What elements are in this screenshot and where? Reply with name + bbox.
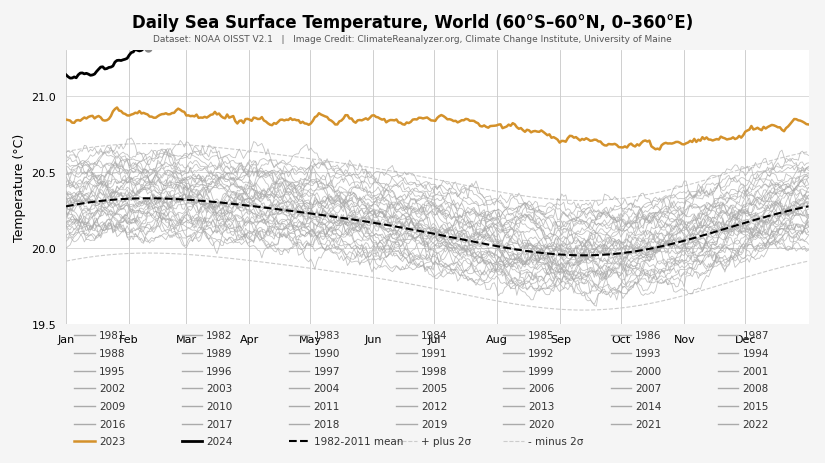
Text: 1991: 1991 <box>421 348 447 358</box>
Text: 1988: 1988 <box>99 348 125 358</box>
Text: 2019: 2019 <box>421 419 447 429</box>
Text: 1982-2011 mean: 1982-2011 mean <box>314 436 403 446</box>
Text: 2012: 2012 <box>421 401 447 411</box>
Text: 2008: 2008 <box>742 383 769 394</box>
Text: 2020: 2020 <box>528 419 554 429</box>
Text: 2005: 2005 <box>421 383 447 394</box>
Text: 2004: 2004 <box>314 383 340 394</box>
Text: 1981: 1981 <box>99 331 125 341</box>
Y-axis label: Temperature (°C): Temperature (°C) <box>13 133 26 242</box>
Text: Friday
Feb 9, 2024
21.2 °C: Friday Feb 9, 2024 21.2 °C <box>0 462 1 463</box>
Text: 2011: 2011 <box>314 401 340 411</box>
Text: 1997: 1997 <box>314 366 340 376</box>
Text: 1989: 1989 <box>206 348 233 358</box>
Text: 1987: 1987 <box>742 331 769 341</box>
Text: 1998: 1998 <box>421 366 447 376</box>
Text: 1986: 1986 <box>635 331 662 341</box>
Text: 2015: 2015 <box>742 401 769 411</box>
Text: Dataset: NOAA OISST V2.1   |   Image Credit: ClimateReanalyzer.org, Climate Chan: Dataset: NOAA OISST V2.1 | Image Credit:… <box>153 35 672 44</box>
Text: 2010: 2010 <box>206 401 233 411</box>
Text: 1992: 1992 <box>528 348 554 358</box>
Text: 1983: 1983 <box>314 331 340 341</box>
Text: 1996: 1996 <box>206 366 233 376</box>
Text: 2016: 2016 <box>99 419 125 429</box>
Text: 2023: 2023 <box>99 436 125 446</box>
Text: 2018: 2018 <box>314 419 340 429</box>
Text: 1985: 1985 <box>528 331 554 341</box>
Text: 2001: 2001 <box>742 366 769 376</box>
Text: 1995: 1995 <box>99 366 125 376</box>
Text: 2000: 2000 <box>635 366 662 376</box>
Text: - minus 2σ: - minus 2σ <box>528 436 583 446</box>
Text: 1994: 1994 <box>742 348 769 358</box>
Text: 2014: 2014 <box>635 401 662 411</box>
Text: 2009: 2009 <box>99 401 125 411</box>
Text: 2013: 2013 <box>528 401 554 411</box>
Text: 1993: 1993 <box>635 348 662 358</box>
Text: Daily Sea Surface Temperature, World (60°S–60°N, 0–360°E): Daily Sea Surface Temperature, World (60… <box>132 14 693 32</box>
Text: + plus 2σ: + plus 2σ <box>421 436 471 446</box>
Text: 1999: 1999 <box>528 366 554 376</box>
Text: 2002: 2002 <box>99 383 125 394</box>
Text: 2022: 2022 <box>742 419 769 429</box>
Text: 2006: 2006 <box>528 383 554 394</box>
Text: 1982: 1982 <box>206 331 233 341</box>
Text: 1990: 1990 <box>314 348 340 358</box>
Text: 2021: 2021 <box>635 419 662 429</box>
Text: 2017: 2017 <box>206 419 233 429</box>
Text: 2024: 2024 <box>206 436 233 446</box>
Text: 1984: 1984 <box>421 331 447 341</box>
Text: 2007: 2007 <box>635 383 662 394</box>
Text: 2003: 2003 <box>206 383 233 394</box>
